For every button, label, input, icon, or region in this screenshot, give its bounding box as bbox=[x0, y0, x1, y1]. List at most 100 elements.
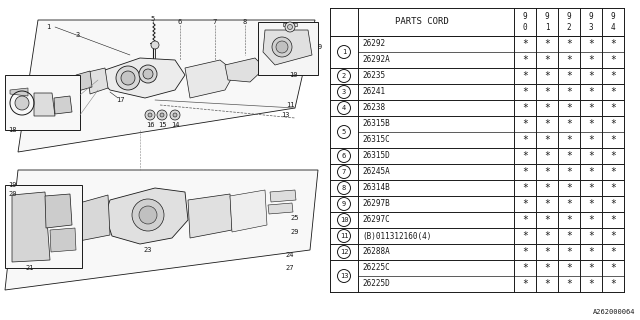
Text: 26235: 26235 bbox=[362, 71, 385, 81]
Text: 9: 9 bbox=[566, 12, 572, 21]
Text: 13: 13 bbox=[281, 112, 289, 118]
Text: *: * bbox=[544, 71, 550, 81]
Text: *: * bbox=[544, 39, 550, 49]
Text: *: * bbox=[588, 263, 594, 273]
Circle shape bbox=[151, 41, 159, 49]
Polygon shape bbox=[5, 170, 318, 290]
Polygon shape bbox=[50, 228, 76, 252]
Polygon shape bbox=[54, 96, 72, 114]
Text: *: * bbox=[610, 263, 616, 273]
Text: *: * bbox=[522, 39, 528, 49]
Text: *: * bbox=[544, 247, 550, 257]
Text: 2: 2 bbox=[342, 73, 346, 79]
Text: 1: 1 bbox=[545, 22, 549, 32]
Text: *: * bbox=[566, 87, 572, 97]
Text: *: * bbox=[610, 167, 616, 177]
Text: 9: 9 bbox=[318, 44, 323, 50]
Text: *: * bbox=[522, 151, 528, 161]
Circle shape bbox=[148, 113, 152, 117]
Text: *: * bbox=[610, 279, 616, 289]
Polygon shape bbox=[12, 192, 50, 262]
Text: 9: 9 bbox=[523, 12, 527, 21]
Text: 13: 13 bbox=[340, 273, 348, 279]
Text: PARTS CORD: PARTS CORD bbox=[395, 18, 449, 27]
Text: *: * bbox=[522, 103, 528, 113]
Text: *: * bbox=[522, 167, 528, 177]
Text: 16: 16 bbox=[146, 122, 154, 128]
Text: *: * bbox=[588, 231, 594, 241]
Text: *: * bbox=[566, 215, 572, 225]
Text: *: * bbox=[588, 87, 594, 97]
Text: 21: 21 bbox=[26, 265, 35, 271]
Text: 8: 8 bbox=[342, 185, 346, 191]
Text: 26315D: 26315D bbox=[362, 151, 390, 161]
Text: *: * bbox=[522, 199, 528, 209]
Text: *: * bbox=[588, 199, 594, 209]
Text: *: * bbox=[566, 55, 572, 65]
Text: *: * bbox=[588, 183, 594, 193]
Text: *: * bbox=[544, 183, 550, 193]
Text: 26315B: 26315B bbox=[362, 119, 390, 129]
Text: *: * bbox=[566, 279, 572, 289]
Circle shape bbox=[157, 110, 167, 120]
Text: 26288A: 26288A bbox=[362, 247, 390, 257]
Circle shape bbox=[139, 206, 157, 224]
Text: 26238: 26238 bbox=[362, 103, 385, 113]
Text: 26297C: 26297C bbox=[362, 215, 390, 225]
Text: 1: 1 bbox=[342, 49, 346, 55]
Text: 1: 1 bbox=[46, 24, 50, 30]
Text: *: * bbox=[566, 103, 572, 113]
Text: *: * bbox=[522, 183, 528, 193]
Polygon shape bbox=[185, 60, 235, 98]
Polygon shape bbox=[258, 22, 318, 75]
Polygon shape bbox=[34, 93, 55, 116]
Text: 25: 25 bbox=[291, 215, 300, 221]
Text: *: * bbox=[544, 215, 550, 225]
Polygon shape bbox=[188, 194, 232, 238]
Text: *: * bbox=[610, 183, 616, 193]
Polygon shape bbox=[18, 20, 315, 152]
Text: *: * bbox=[566, 151, 572, 161]
Text: 4: 4 bbox=[342, 105, 346, 111]
Polygon shape bbox=[72, 195, 110, 242]
Text: 3: 3 bbox=[342, 89, 346, 95]
Text: *: * bbox=[588, 103, 594, 113]
Text: *: * bbox=[544, 231, 550, 241]
Circle shape bbox=[160, 113, 164, 117]
Text: 14: 14 bbox=[171, 122, 179, 128]
Circle shape bbox=[276, 41, 288, 53]
Text: *: * bbox=[610, 231, 616, 241]
Text: *: * bbox=[566, 263, 572, 273]
Polygon shape bbox=[105, 188, 188, 244]
Circle shape bbox=[170, 110, 180, 120]
Circle shape bbox=[272, 37, 292, 57]
Text: *: * bbox=[610, 135, 616, 145]
Text: *: * bbox=[544, 167, 550, 177]
Text: 5: 5 bbox=[151, 16, 155, 22]
Text: 19: 19 bbox=[8, 182, 17, 188]
Text: 4: 4 bbox=[611, 22, 615, 32]
Polygon shape bbox=[230, 190, 267, 232]
Text: *: * bbox=[522, 247, 528, 257]
Text: *: * bbox=[566, 71, 572, 81]
Text: 15: 15 bbox=[157, 122, 166, 128]
Text: *: * bbox=[522, 279, 528, 289]
Text: *: * bbox=[522, 135, 528, 145]
Text: 26241: 26241 bbox=[362, 87, 385, 97]
Text: 26225C: 26225C bbox=[362, 263, 390, 273]
Text: 10: 10 bbox=[289, 72, 297, 78]
Polygon shape bbox=[88, 68, 108, 94]
Circle shape bbox=[143, 69, 153, 79]
Text: *: * bbox=[544, 199, 550, 209]
Text: 27: 27 bbox=[285, 265, 294, 271]
Text: 18: 18 bbox=[8, 127, 17, 133]
Text: *: * bbox=[544, 87, 550, 97]
Polygon shape bbox=[283, 23, 297, 26]
Text: *: * bbox=[522, 215, 528, 225]
Text: *: * bbox=[610, 39, 616, 49]
Text: 24: 24 bbox=[285, 252, 294, 258]
Circle shape bbox=[116, 66, 140, 90]
Text: 26314B: 26314B bbox=[362, 183, 390, 193]
Text: *: * bbox=[544, 279, 550, 289]
Text: *: * bbox=[566, 119, 572, 129]
